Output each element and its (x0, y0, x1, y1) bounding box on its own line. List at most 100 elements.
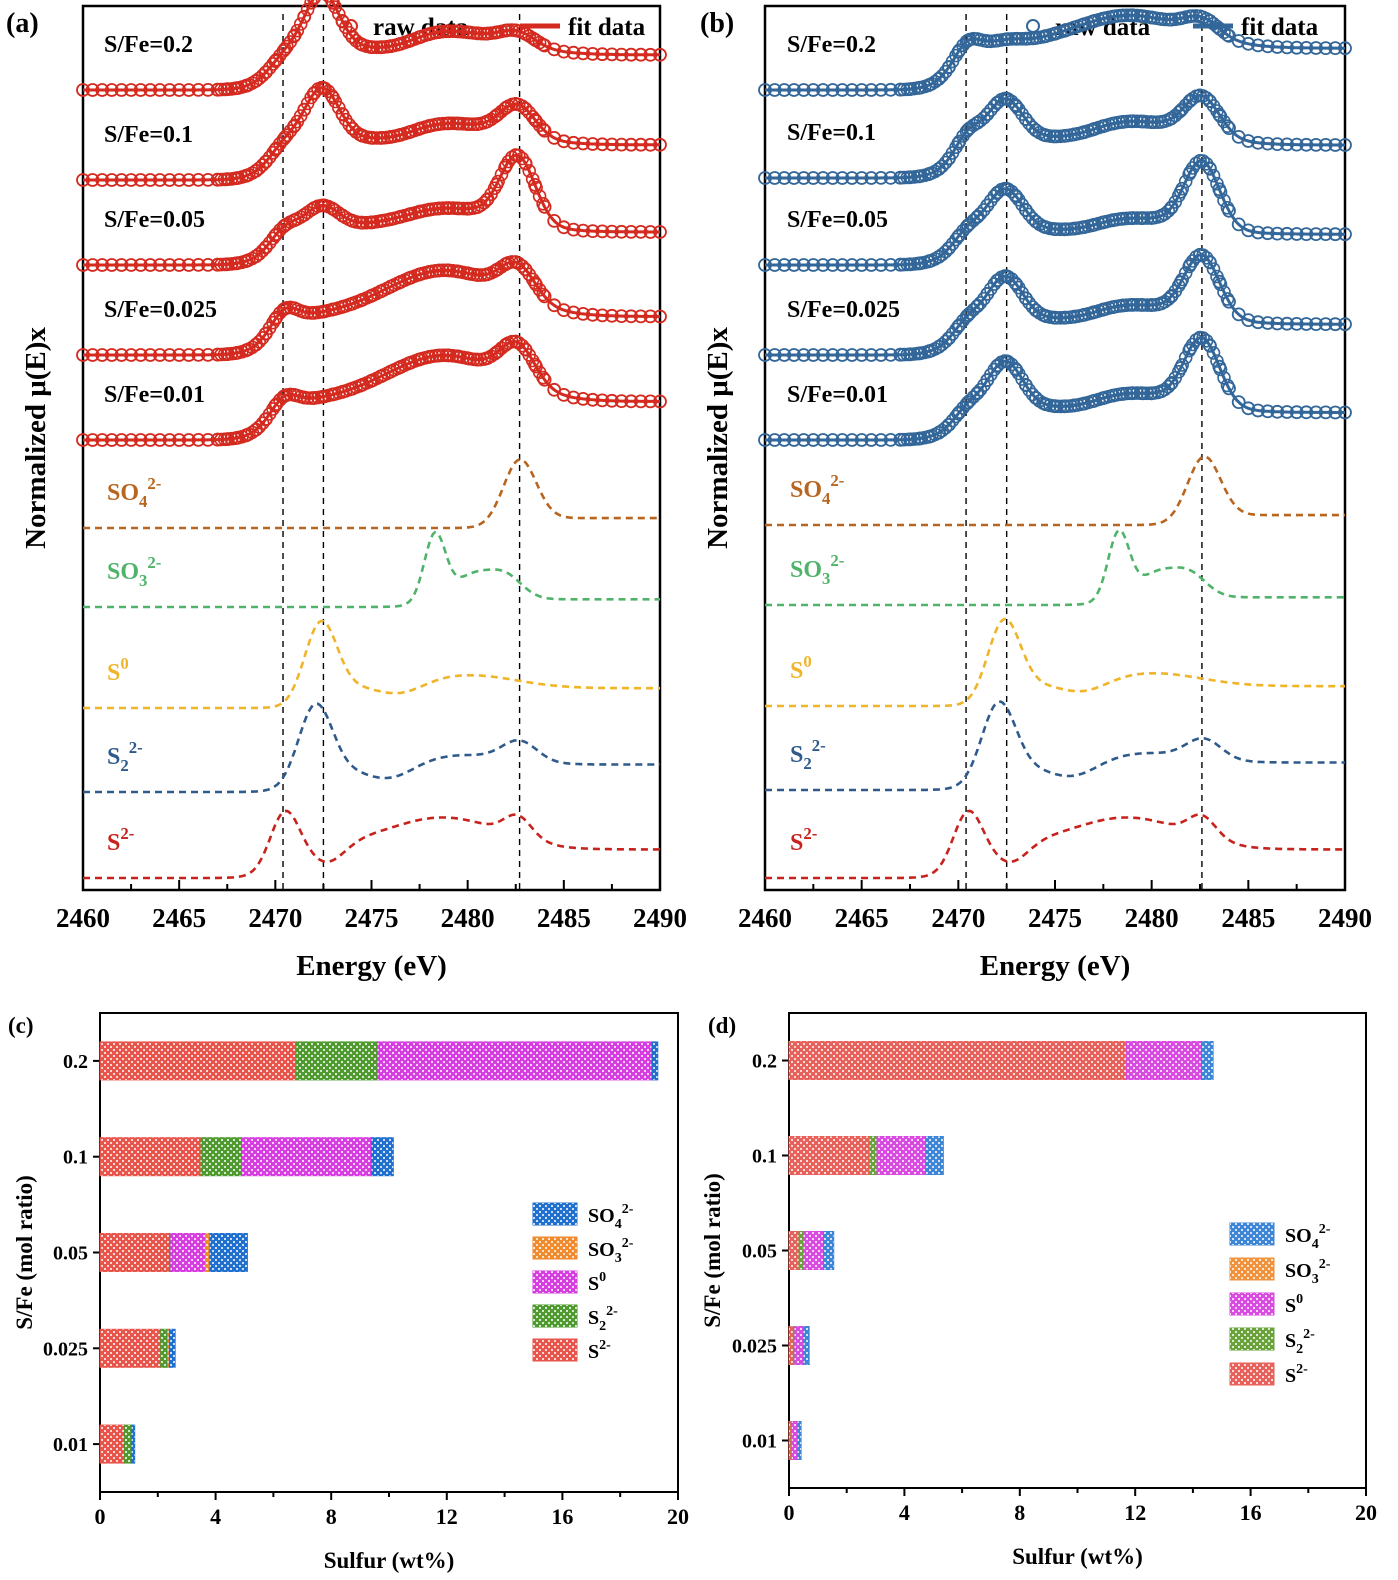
series-label: S/Fe=0.2 (104, 32, 193, 58)
raw-data-point (328, 0, 343, 14)
raw-data-point (949, 232, 963, 247)
raw-data-point (1022, 207, 1036, 222)
label-superscript: 0 (1296, 1292, 1303, 1307)
raw-data-point (248, 337, 263, 352)
raw-data-point (494, 167, 509, 182)
raw-data-point (308, 0, 321, 5)
raw-data-point (269, 227, 284, 241)
raw-data-point (1175, 102, 1189, 116)
raw-data-point (945, 327, 960, 341)
raw-data-point (1175, 272, 1189, 287)
bar-hatch (205, 1233, 210, 1272)
reference-series: S0 (765, 617, 1345, 708)
legend-label: S0 (1285, 1292, 1303, 1317)
legend-label: SO32- (588, 1236, 634, 1266)
series-label: S/Fe=0.01 (787, 382, 888, 408)
raw-data-point (297, 102, 312, 117)
raw-data-point (970, 299, 984, 314)
raw-data-point (547, 213, 562, 228)
bar-stack (99, 1137, 394, 1177)
x-tick-label: 0 (95, 1504, 106, 1529)
raw-data-point (1004, 357, 1019, 372)
raw-data-point (280, 128, 294, 142)
raw-data-point (269, 141, 284, 155)
raw-data-point (255, 68, 270, 83)
raw-data-point (518, 102, 533, 116)
panel-label: (b) (700, 8, 734, 39)
label-superscript: 0 (120, 654, 128, 673)
raw-data-point (1029, 303, 1043, 318)
label-superscript: 0 (803, 652, 811, 671)
label-superscript: 2- (1303, 1327, 1315, 1342)
raw-data-point (331, 206, 346, 220)
raw-data-point (335, 13, 350, 28)
raw-data-point (522, 105, 537, 120)
x-tick-label: 2475 (1028, 903, 1082, 933)
reference-label: SO42- (790, 471, 844, 508)
series-label: S/Fe=0.025 (104, 297, 217, 323)
label-base: SO (107, 559, 139, 585)
raw-data-point (1171, 364, 1186, 379)
bar-hatch (100, 1137, 202, 1176)
raw-data-point (273, 136, 287, 151)
raw-data-point (269, 310, 284, 325)
legend-item: S22- (532, 1304, 618, 1334)
reference-series: SO32- (765, 528, 1345, 607)
x-tick-label: 4 (210, 1504, 221, 1529)
x-tick-label: 16 (551, 1504, 573, 1529)
y-tick-label: 0.025 (43, 1338, 88, 1360)
label-superscript: 2- (606, 1304, 618, 1319)
raw-data-point (262, 236, 277, 250)
legend-swatch-hatch (1230, 1293, 1274, 1315)
bar-hatch (124, 1425, 132, 1464)
raw-data-point (300, 205, 315, 220)
label-superscript: 2- (147, 553, 161, 572)
fit-line (765, 336, 1345, 442)
series-label: S/Fe=0.025 (787, 297, 900, 323)
raw-data-point (252, 334, 267, 349)
bar-hatch (789, 1421, 792, 1460)
legend-swatch-hatch (1230, 1223, 1274, 1245)
raw-data-point (987, 362, 1002, 377)
series-label: S/Fe=0.2 (787, 32, 876, 58)
label-superscript: 2- (622, 1202, 634, 1217)
fit-line (83, 153, 660, 267)
raw-data-point (928, 164, 942, 179)
x-tick-label: 8 (326, 1504, 337, 1529)
raw-data-point (477, 195, 492, 210)
raw-data-point (1220, 28, 1235, 42)
label-base: SO (588, 1239, 615, 1261)
raw-data-point (924, 77, 939, 91)
raw-data-point (1171, 105, 1186, 120)
raw-data-point (487, 181, 502, 195)
raw-data-point (484, 349, 498, 364)
raw-data-point (956, 313, 970, 328)
x-tick-label: 2480 (441, 903, 495, 933)
label-base: SO (588, 1205, 615, 1227)
bar-stack (99, 1328, 176, 1368)
legend-label: S22- (1285, 1327, 1315, 1357)
raw-data-point (322, 0, 334, 3)
raw-data-point (1217, 25, 1231, 40)
legend-fit-label: fit data (1241, 14, 1319, 41)
label-superscript: 2- (599, 1338, 611, 1353)
bar-stack (788, 1421, 802, 1460)
raw-data-point (1004, 94, 1019, 109)
raw-data-point (1161, 292, 1176, 307)
label-base: S (588, 1341, 599, 1363)
reference-label: S2- (107, 824, 134, 856)
bar-hatch (789, 1326, 794, 1365)
x-tick-label: 2460 (738, 903, 792, 933)
x-tick-label: 12 (1124, 1500, 1146, 1525)
x-tick-label: 2480 (1125, 903, 1179, 933)
bar-stack (99, 1233, 248, 1272)
reference-series: SO42- (83, 458, 660, 530)
legend-label: SO42- (1285, 1222, 1331, 1252)
raw-data-point (266, 57, 280, 71)
raw-data-point (518, 157, 533, 171)
raw-data-point (1199, 91, 1214, 105)
label-subscript: 2 (120, 756, 128, 775)
label-subscript: 2 (803, 754, 811, 773)
bar-hatch (797, 1421, 802, 1460)
